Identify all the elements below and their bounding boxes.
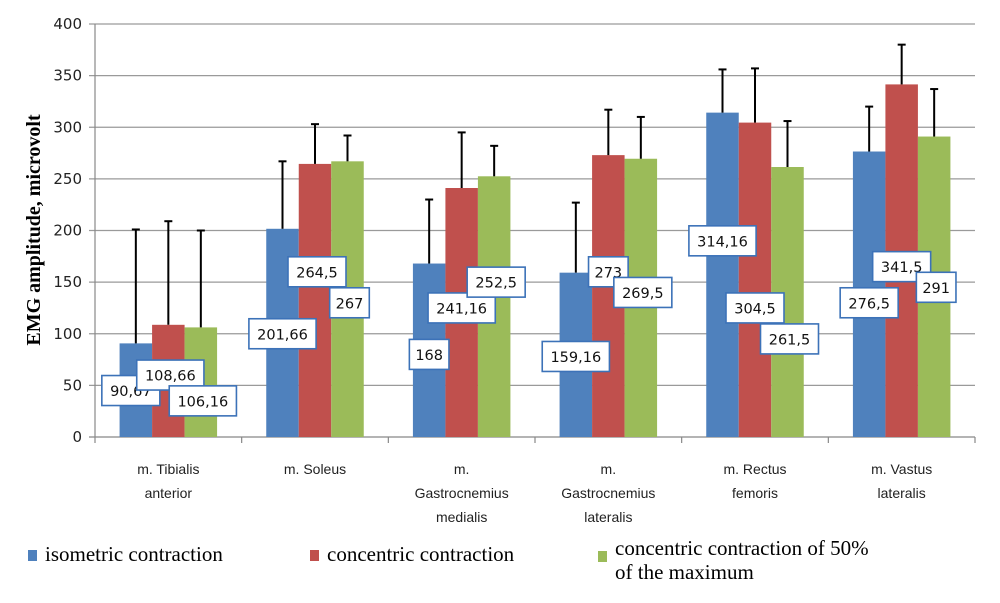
data-label-box: [839, 286, 899, 319]
data-label: 261,5: [769, 332, 811, 348]
data-label: 291: [922, 281, 950, 297]
x-tick-label-line: lateralis: [878, 485, 926, 501]
legend-label-block: concentric contraction of 50% of the max…: [615, 536, 869, 584]
x-tick-label: m. Gastrocnemius medialis: [415, 461, 509, 525]
y-tick-label: 150: [53, 273, 82, 291]
bar: [738, 122, 772, 437]
legend-item-concentric-50: concentric contraction of 50% of the max…: [598, 536, 869, 584]
y-tick-label: 350: [53, 67, 82, 85]
data-label: 159,16: [550, 350, 601, 366]
x-tick-label: m. Tibialis anterior: [137, 461, 199, 501]
legend-swatch-isometric: [28, 550, 37, 561]
data-label-box: [287, 255, 347, 288]
error-bars: [131, 43, 939, 344]
legend: isometric contraction concentric contrac…: [28, 536, 988, 596]
data-label: 304,5: [734, 301, 776, 317]
y-tick-label: 200: [53, 222, 82, 240]
y-tick-label: 0: [72, 428, 82, 446]
data-label: 201,66: [257, 327, 308, 343]
x-tick-label-line: lateralis: [584, 509, 632, 525]
data-labels: 90,67108,66106,16201,66264,5267168241,16…: [101, 225, 957, 417]
data-label-box: [541, 340, 611, 373]
x-axis: m. Tibialis anterior m. Soleus m. Gastrocnem…: [94, 437, 976, 525]
data-label-box: [427, 292, 497, 324]
legend-label-line2: of the maximum: [615, 560, 754, 584]
y-tick-label: 100: [53, 325, 82, 343]
data-label: 108,66: [145, 369, 196, 385]
legend-item-concentric: concentric contraction: [310, 542, 514, 566]
x-tick-label-line: anterior: [145, 485, 193, 501]
x-tick-label: m. Vastus lateralis: [871, 461, 932, 501]
data-label: 168: [415, 348, 443, 364]
x-tick-label-line: m. Rectus: [723, 461, 786, 477]
data-label: 106,16: [177, 394, 228, 410]
x-tick-label-line: medialis: [436, 509, 487, 525]
y-tick-label: 300: [53, 118, 82, 136]
data-label-box: [725, 292, 785, 324]
data-label-box: [688, 225, 757, 257]
data-label: 314,16: [697, 234, 748, 250]
data-label-box: [759, 323, 820, 355]
legend-label: isometric contraction: [45, 542, 223, 566]
legend-swatch-concentric: [310, 550, 319, 561]
data-label-box: [613, 276, 673, 309]
x-tick-label-line: Gastrocnemius: [415, 485, 509, 501]
data-label-box: [915, 271, 957, 304]
x-tick-label: m. Soleus: [284, 461, 346, 477]
data-label-box: [168, 385, 238, 417]
x-tick-label-line: m. Soleus: [284, 461, 346, 477]
data-label: 269,5: [622, 286, 664, 302]
y-tick-label: 400: [53, 15, 82, 33]
y-tick-label: 250: [53, 170, 82, 188]
data-label-box: [408, 338, 450, 371]
data-label-box: [248, 317, 317, 350]
bar: [706, 112, 739, 438]
x-tick-label: m. Rectus femoris: [723, 461, 786, 501]
x-tick-label-line: Gastrocnemius: [561, 485, 655, 501]
data-label: 341,5: [881, 260, 923, 276]
x-tick-label-line: femoris: [732, 485, 778, 501]
x-tick-label-line: m.: [601, 461, 617, 477]
data-label-box: [328, 286, 371, 319]
x-tick-label-line: m. Tibialis: [137, 461, 199, 477]
legend-item-isometric: isometric contraction: [28, 542, 223, 566]
y-axis: 0 50 100 150 200 250 300 350 400: [53, 15, 96, 446]
data-label: 267: [336, 296, 364, 312]
x-tick-label-line: m. Vastus: [871, 461, 932, 477]
x-tick-label: m. Gastrocnemius lateralis: [561, 461, 655, 525]
y-tick-label: 50: [63, 376, 82, 394]
data-label: 264,5: [296, 265, 338, 281]
legend-swatch-concentric-50: [598, 551, 607, 562]
bar-chart: 0 50 100 150 200 250 300 350 400 m. Tibialis ante…: [23, 15, 976, 525]
bars: [119, 84, 951, 438]
gridlines: [89, 23, 975, 438]
data-label: 252,5: [475, 276, 517, 292]
data-label: 276,5: [848, 296, 890, 312]
legend-label: concentric contraction: [327, 542, 515, 566]
legend-label-line1: concentric contraction of 50%: [615, 536, 869, 560]
y-axis-title: EMG amplitude, microvolt: [23, 114, 45, 346]
bar: [298, 163, 332, 437]
data-label-box: [466, 266, 526, 298]
data-label: 241,16: [436, 301, 487, 317]
x-tick-label-line: m.: [454, 461, 470, 477]
